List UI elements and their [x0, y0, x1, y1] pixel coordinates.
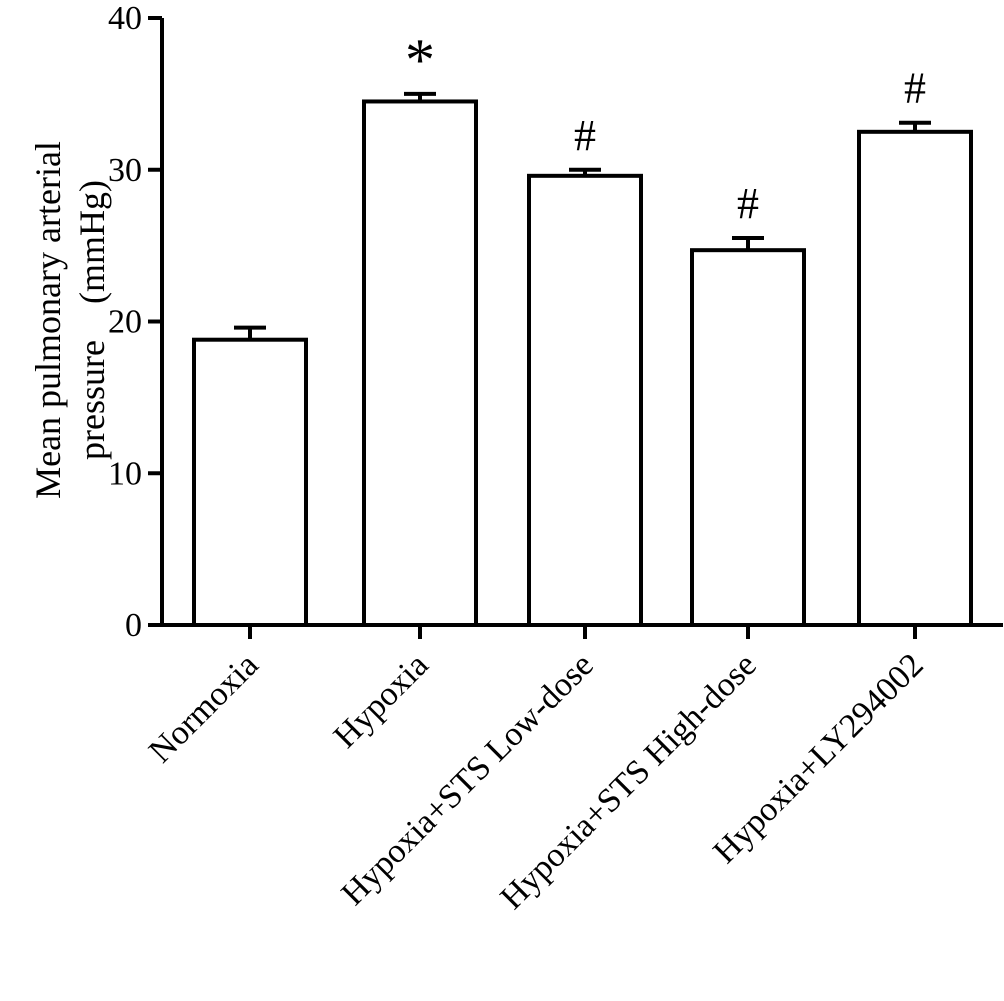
significance-marker-2: #: [574, 111, 596, 160]
bar-2: [527, 173, 643, 627]
bars: * # # #: [192, 27, 973, 628]
bar-4: [857, 129, 973, 627]
y-tick-label-20: 20: [108, 304, 142, 341]
y-axis-title-line-2: pressure (mmHg): [72, 180, 112, 460]
y-tick-label-0: 0: [125, 607, 142, 644]
y-tick-label-30: 30: [108, 152, 142, 189]
significance-marker-4: #: [904, 64, 926, 113]
y-tick-label-10: 10: [108, 455, 142, 492]
significance-marker-1: *: [405, 27, 435, 93]
x-tick-label-1: Hypoxia: [327, 646, 436, 755]
bar-0: [192, 337, 308, 627]
bar-3: [690, 248, 806, 628]
y-axis-title-line-1: Mean pulmonary arterial: [28, 141, 68, 499]
y-axis-title: Mean pulmonary arterial pressure (mmHg): [28, 141, 112, 499]
x-tick-label-0: Normoxia: [142, 646, 266, 770]
bar-1: [362, 99, 478, 627]
significance-marker-3: #: [737, 179, 759, 228]
y-tick-label-40: 40: [108, 0, 142, 37]
